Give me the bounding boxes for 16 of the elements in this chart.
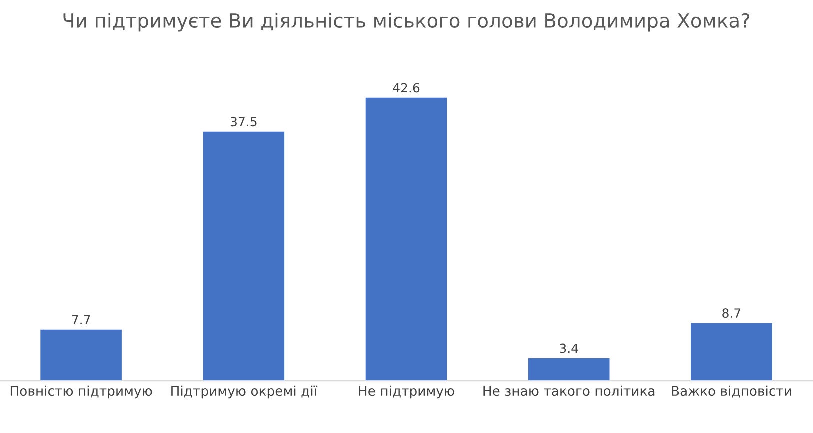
bar <box>691 323 772 382</box>
chart-title: Чи підтримуєте Ви діяльність міського голови Володимира Хомка? <box>64 12 750 32</box>
bar <box>366 98 448 382</box>
x-tick-label: Повністю підтримую <box>10 386 152 399</box>
data-label: 42.6 <box>393 83 420 93</box>
bar <box>528 358 610 382</box>
x-tick-label: Не підтримую <box>359 386 454 399</box>
x-tick-label: Важко відповісти <box>672 386 792 398</box>
data-label: 7.7 <box>72 315 90 324</box>
data-label: 3.4 <box>560 344 578 354</box>
bar <box>203 132 285 382</box>
x-tick-label: Не знаю такого політика <box>484 386 655 396</box>
data-label: 8.7 <box>722 308 741 318</box>
data-label: 37.5 <box>230 117 257 127</box>
bar <box>40 330 122 382</box>
x-tick-label: Підтримую окремі дії <box>172 386 318 399</box>
